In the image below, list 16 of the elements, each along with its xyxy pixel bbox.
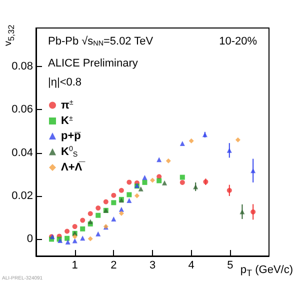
- y-tick-label: 0.04: [12, 146, 33, 159]
- annotation: |η|<0.8: [48, 76, 82, 88]
- legend-label: Λ+Λ̅: [61, 160, 86, 174]
- x-tick-label: 1: [72, 260, 78, 272]
- y-tick-label: 0.08: [12, 60, 33, 73]
- x-tick-label: 5: [227, 260, 234, 272]
- annotation: ALICE Preliminary: [48, 58, 138, 70]
- y-tick-label: 0: [26, 232, 33, 245]
- y-tick-label: 0.02: [12, 190, 33, 202]
- x-tick-label: 2: [110, 260, 117, 272]
- x-tick-label: 3: [149, 260, 156, 272]
- annotation: 10-20%: [219, 36, 258, 48]
- x-axis-title: p$_{T}$ (GeV/c): [240, 264, 293, 278]
- legend-label: p+p̅: [61, 130, 82, 142]
- y-tick-label: 0.06: [12, 104, 33, 116]
- x-tick-label: 4: [188, 260, 194, 272]
